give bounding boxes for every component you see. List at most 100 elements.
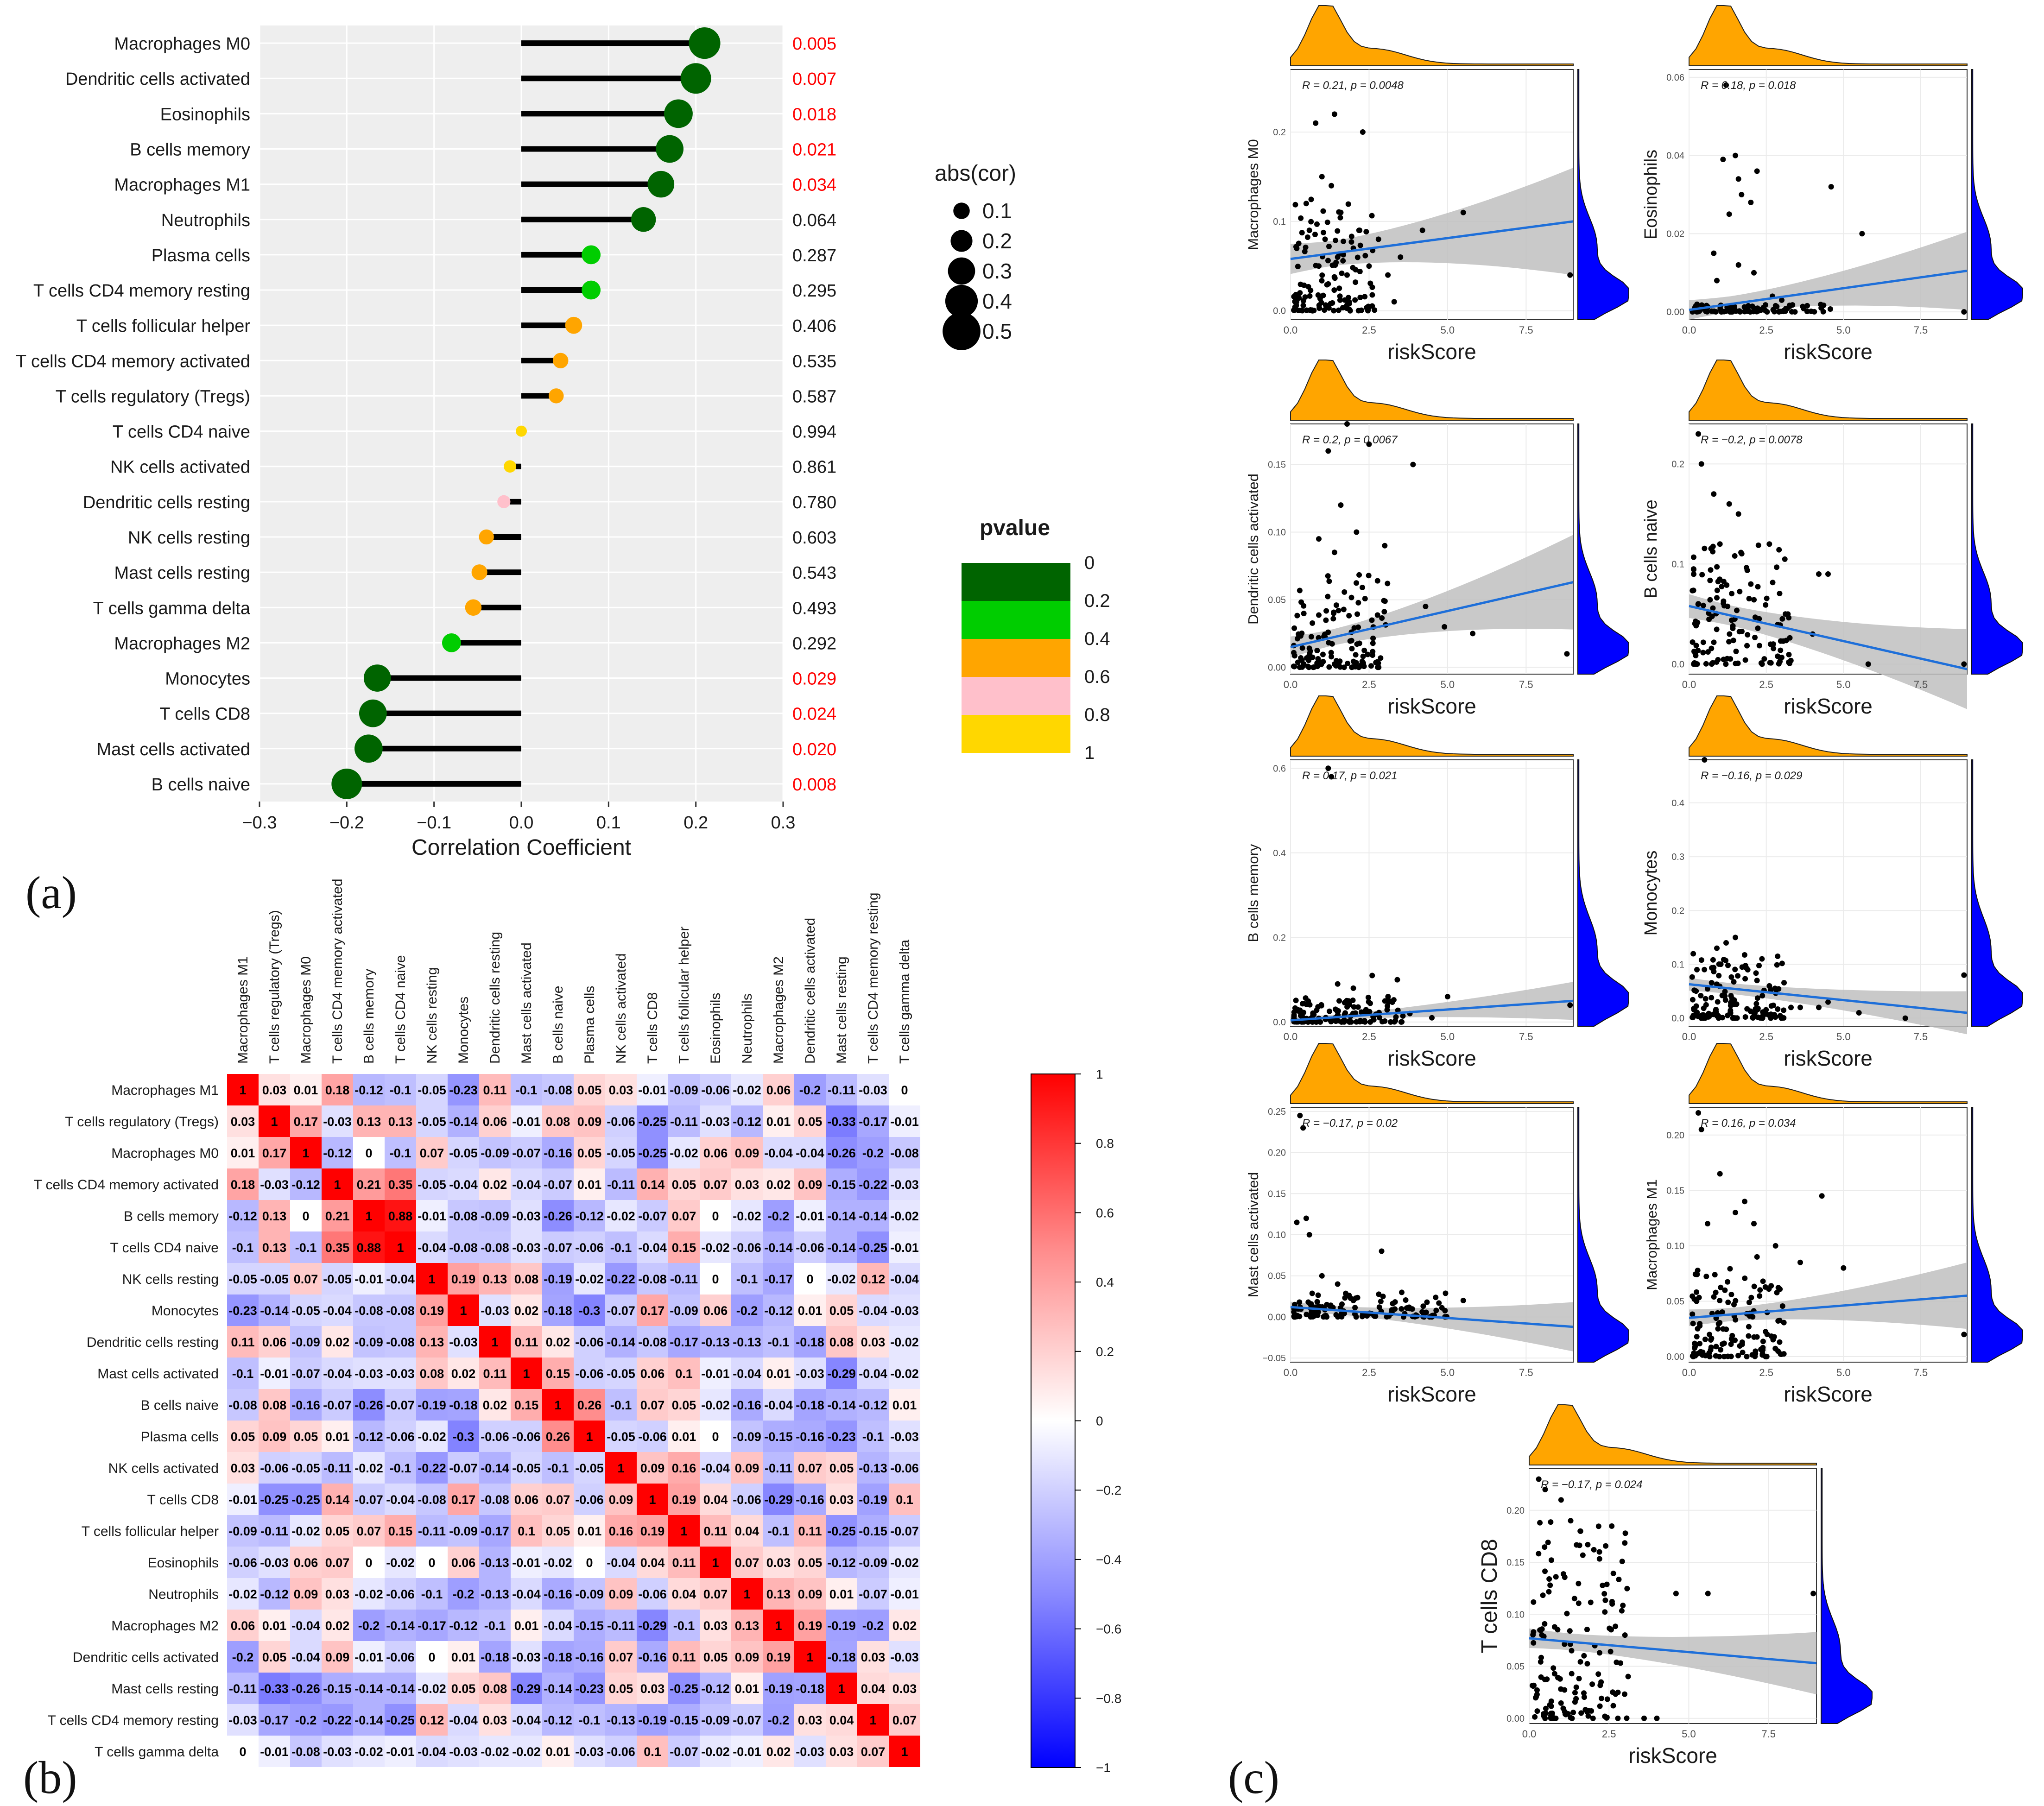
- scatter-point: [1354, 529, 1360, 535]
- y-tick-label: −0.05: [1262, 1353, 1286, 1364]
- heatmap-value: -0.08: [354, 1304, 383, 1318]
- heatmap-value: 0.09: [735, 1650, 759, 1664]
- scatter-point: [1691, 648, 1697, 654]
- heatmap-cell: [763, 1074, 794, 1105]
- heatmap-value: -0.01: [418, 1209, 446, 1223]
- heatmap-cell: [794, 1704, 826, 1736]
- heatmap-cell: [826, 1105, 857, 1137]
- scatter-point: [1341, 252, 1347, 258]
- scatter-point: [1349, 646, 1355, 652]
- marginal-density-top: [1689, 360, 1968, 421]
- scatter-point: [1709, 661, 1715, 667]
- heatmap-value: -0.05: [449, 1146, 478, 1160]
- heatmap-row-label: T cells CD8: [147, 1492, 219, 1508]
- scatter-point: [1745, 967, 1751, 973]
- heatmap-row-label: Dendritic cells activated: [73, 1650, 219, 1665]
- heatmap-value: -0.07: [670, 1745, 698, 1759]
- scatter-point: [1754, 1254, 1760, 1260]
- scatter-point: [1540, 1592, 1546, 1598]
- scatter-point: [1725, 1299, 1731, 1305]
- heatmap-value: -0.06: [575, 1367, 604, 1381]
- heatmap-value: 0.01: [798, 1304, 823, 1318]
- heatmap-value: 0.88: [357, 1241, 381, 1255]
- y-tick-label: 0.15: [1666, 1186, 1684, 1196]
- heatmap-value: -0.19: [859, 1493, 887, 1507]
- category-label: T cells CD4 memory activated: [16, 352, 250, 371]
- scatter-point: [1754, 995, 1760, 1001]
- scatter-point: [1335, 1314, 1341, 1320]
- scatter-point: [1436, 1300, 1442, 1306]
- scatter-point: [1342, 1010, 1348, 1016]
- scatter-point: [1622, 1632, 1628, 1638]
- heatmap-value: -0.09: [670, 1083, 698, 1097]
- heatmap-value: 0.08: [262, 1398, 287, 1412]
- correlation-stat: R = 0.2, p = 0.0067: [1302, 434, 1398, 446]
- marginal-density-side: [1971, 423, 2023, 675]
- heatmap-value: 1: [554, 1398, 561, 1412]
- heatmap-value: 0.05: [451, 1682, 476, 1696]
- scatter-point: [1534, 1687, 1540, 1693]
- heatmap-value: -0.06: [512, 1430, 541, 1444]
- y-axis-title: T cells CD8: [1477, 1539, 1502, 1653]
- heatmap-cell: [857, 1515, 889, 1547]
- heatmap-cell: [448, 1137, 479, 1168]
- scatter-point: [1705, 649, 1711, 655]
- heatmap-value: -0.02: [670, 1146, 698, 1160]
- scatter-point: [1729, 591, 1735, 597]
- scatter-point: [1335, 1281, 1341, 1287]
- heatmap-value: -0.04: [386, 1493, 415, 1507]
- y-tick-label: 0.00: [1666, 307, 1684, 317]
- heatmap-value: 0.02: [325, 1619, 350, 1633]
- heatmap-cell: [290, 1610, 322, 1641]
- heatmap-value: -0.17: [764, 1272, 793, 1286]
- scatter-point: [1331, 111, 1337, 117]
- scatter-point: [1757, 1015, 1763, 1021]
- heatmap-value: -0.22: [418, 1461, 446, 1475]
- scatter-point: [1366, 573, 1372, 579]
- heatmap-cell: [448, 1515, 479, 1547]
- heatmap-cell: [668, 1610, 700, 1641]
- x-tick-label: 5.0: [1836, 679, 1851, 690]
- scatter-point: [1734, 1001, 1740, 1007]
- scatter-point: [1624, 1585, 1630, 1591]
- heatmap-cell: [857, 1578, 889, 1610]
- heatmap-cell: [227, 1389, 259, 1421]
- heatmap-cell: [763, 1137, 794, 1168]
- scatter-point: [1781, 1015, 1787, 1021]
- heatmap-cell: [542, 1389, 574, 1421]
- heatmap-cell: [605, 1421, 637, 1452]
- heatmap-value: -0.09: [575, 1587, 604, 1601]
- heatmap-value: 0.07: [294, 1272, 318, 1286]
- heatmap-cell: [574, 1200, 605, 1231]
- scatter-point: [1376, 1304, 1382, 1310]
- scatter-point: [1378, 1298, 1384, 1304]
- scatter-point: [1713, 309, 1719, 315]
- heatmap-value: 0.05: [672, 1178, 696, 1192]
- heatmap-cell: [259, 1358, 290, 1389]
- heatmap-cell: [479, 1515, 511, 1547]
- heatmap-value: -0.2: [768, 1713, 790, 1727]
- heatmap-value: -0.01: [733, 1745, 761, 1759]
- scatter-point: [1714, 564, 1720, 570]
- heatmap-value: -0.15: [323, 1682, 352, 1696]
- scatter-point: [1358, 1009, 1364, 1015]
- heatmap-cell: [731, 1358, 763, 1389]
- scatter-point: [1305, 284, 1311, 290]
- heatmap-cell: [227, 1295, 259, 1326]
- heatmap-value: 0.01: [829, 1587, 854, 1601]
- scatter-point: [1754, 305, 1760, 311]
- scatter-point: [1335, 228, 1341, 234]
- heatmap-value: -0.11: [229, 1682, 257, 1696]
- heatmap-cell: [731, 1578, 763, 1610]
- heatmap-cell: [574, 1358, 605, 1389]
- colorbar-tick-label: −1: [1096, 1761, 1111, 1775]
- scatter-point: [1819, 1193, 1825, 1199]
- heatmap-cell: [826, 1641, 857, 1673]
- heatmap-cell: [826, 1736, 857, 1767]
- heatmap-value: 0: [712, 1430, 719, 1444]
- heatmap-value: -0.18: [796, 1398, 824, 1412]
- heatmap-value: -0.03: [323, 1745, 352, 1759]
- x-axis-title: riskScore: [1387, 1046, 1476, 1070]
- heatmap-cell: [605, 1389, 637, 1421]
